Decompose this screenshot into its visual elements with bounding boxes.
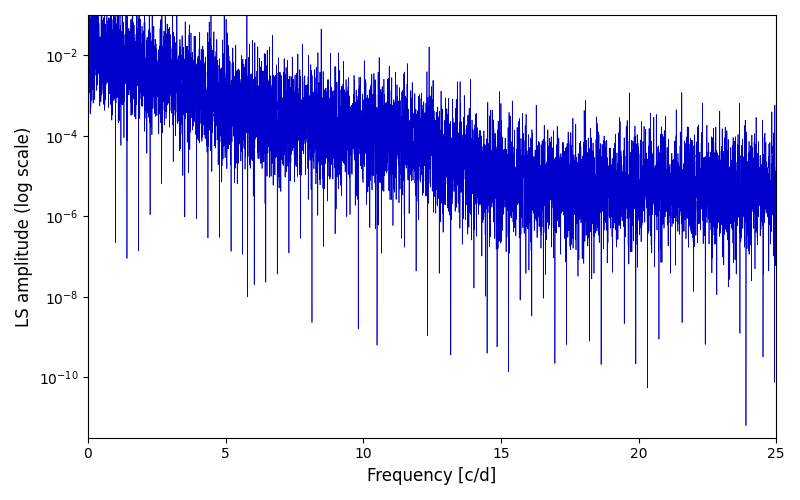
Y-axis label: LS amplitude (log scale): LS amplitude (log scale) <box>15 126 33 326</box>
X-axis label: Frequency [c/d]: Frequency [c/d] <box>367 467 497 485</box>
